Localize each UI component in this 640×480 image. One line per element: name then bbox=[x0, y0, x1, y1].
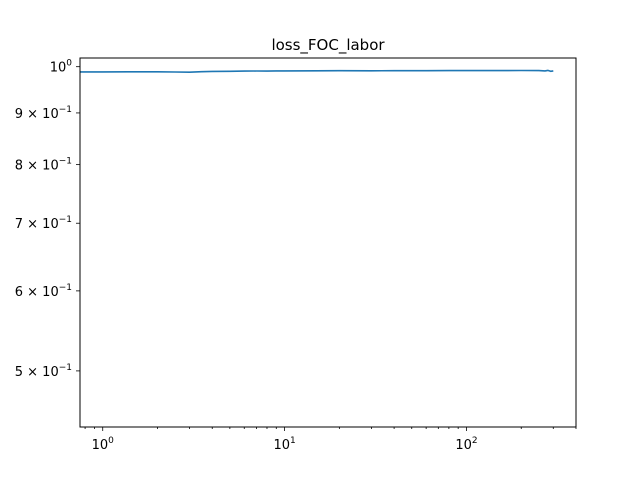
x-axis: 100 101 102 bbox=[84, 427, 577, 453]
y-tick-label: 7 × 10−1 bbox=[15, 215, 72, 232]
y-tick-label: 9 × 10−1 bbox=[15, 105, 72, 122]
chart-title: loss_FOC_labor bbox=[271, 36, 385, 55]
plot-area bbox=[80, 69, 554, 73]
series-line-0 bbox=[80, 69, 554, 73]
y-tick-label: 100 bbox=[50, 59, 73, 76]
y-tick-label: 8 × 10−1 bbox=[15, 157, 72, 174]
y-tick-label: 6 × 10−1 bbox=[15, 283, 72, 300]
x-tick-label: 102 bbox=[455, 436, 477, 453]
x-tick-label: 100 bbox=[92, 436, 115, 453]
y-tick-label: 5 × 10−1 bbox=[15, 363, 72, 380]
y-axis: 100 9 × 10−1 8 × 10−1 7 × 10−1 6 × 10−1 5 × 1… bbox=[15, 59, 80, 380]
x-tick-label: 101 bbox=[273, 436, 295, 453]
axes-frame bbox=[79, 57, 577, 428]
